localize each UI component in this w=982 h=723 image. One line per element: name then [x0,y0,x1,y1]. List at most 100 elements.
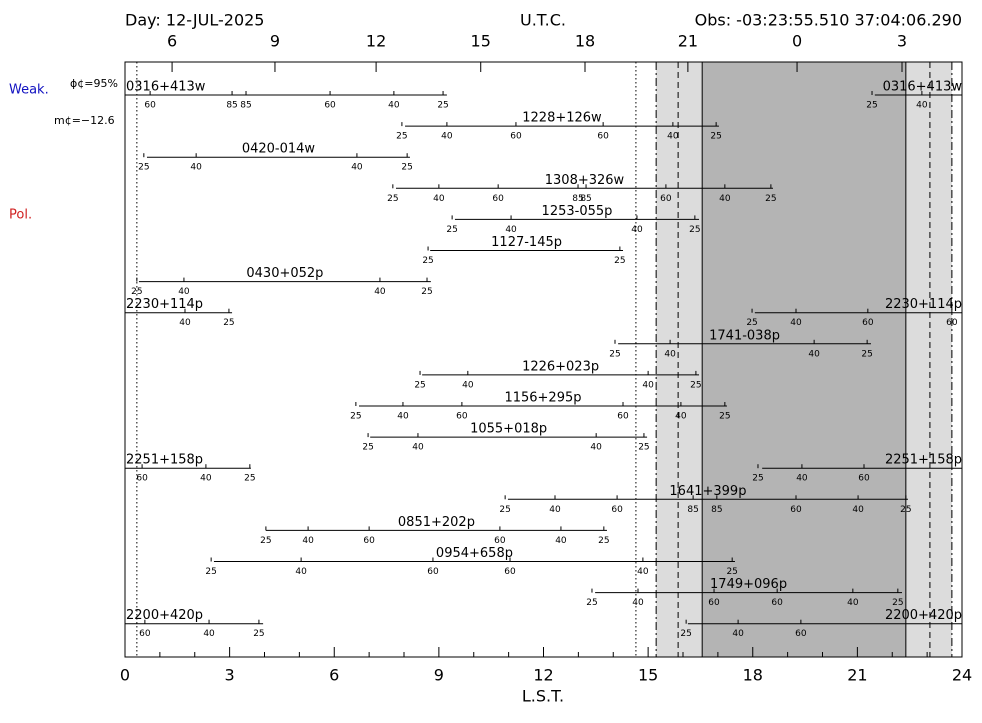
x-tick-label: 6 [329,666,339,685]
elevation-label: 25 [205,567,216,577]
elevation-label: 40 [808,349,820,359]
day-label: Day: 12-JUL-2025 [125,11,264,30]
elevation-label: 60 [790,505,802,515]
elevation-label: 60 [597,132,609,142]
elevation-label: 40 [462,380,474,390]
utc-tick-label: 6 [167,32,177,51]
elevation-label: 60 [136,474,148,484]
elevation-label: 25 [414,380,425,390]
elevation-label: 85 [240,101,251,111]
elevation-label: 85 [572,194,583,204]
utc-tick-label: 3 [897,32,907,51]
elevation-label: 60 [492,194,504,204]
elevation-label: 40 [388,101,400,111]
elevation-label: 40 [302,536,314,546]
elevation-label: 25 [446,225,457,235]
elevation-label: 25 [726,567,737,577]
elevation-label: 40 [667,132,679,142]
source-name: 2230+114p [126,297,203,312]
elevation-label: 25 [861,349,872,359]
elevation-label: 25 [689,225,700,235]
x-tick-label: 24 [952,666,972,685]
x-tick-label: 3 [225,666,235,685]
elevation-label: 25 [437,101,448,111]
source-name: 1127-145p [491,235,562,250]
elevation-label: 40 [351,163,363,173]
elevation-label: 40 [200,474,212,484]
elevation-label: 25 [138,163,149,173]
source-name: 0851+202p [398,515,475,530]
elevation-label: 25 [866,101,877,111]
elevation-label: 40 [637,567,649,577]
elevation-label: 60 [139,629,151,639]
source-name: 0316+413w [883,80,963,95]
utc-tick-label: 15 [471,32,491,51]
elevation-label: 40 [178,287,190,297]
x-tick-label: 0 [120,666,130,685]
elevation-label: 25 [746,318,757,328]
elevation-label: 60 [363,536,375,546]
elevation-label: 40 [796,474,808,484]
x-tick-label: 21 [847,666,867,685]
source-name: 1741-038p [709,328,780,343]
elevation-label: 25 [614,256,625,266]
source-name: 1749+096p [710,577,787,592]
elevation-label: 85 [580,194,591,204]
elevation-label: 40 [732,629,744,639]
elevation-label: 40 [295,567,307,577]
elevation-label: 60 [144,101,156,111]
elevation-label: 40 [441,132,453,142]
elevation-label: 40 [852,505,864,515]
obs-label: Obs: -03:23:55.510 37:04:06.290 [695,11,962,30]
elevation-label: 25 [422,256,433,266]
elevation-label: 25 [244,474,255,484]
elevation-label: 25 [131,287,142,297]
source-name: 1055+018p [470,422,547,437]
elevation-label: 40 [397,412,409,422]
elevation-label: 25 [499,505,510,515]
elevation-label: 60 [795,629,807,639]
elevation-label: 40 [203,629,215,639]
source-name: 2251+158p [126,453,203,468]
elevation-label: 40 [916,101,928,111]
source-name: 1641+399p [669,484,746,499]
elevation-label: 25 [680,629,691,639]
utc-tick-label: 12 [366,32,386,51]
elevation-label: 40 [664,349,676,359]
elevation-label: 85 [711,505,722,515]
elevation-label: 60 [862,318,874,328]
elevation-label: 60 [771,598,783,608]
source-name: 1228+126w [522,111,602,126]
utc-tick-label: 18 [575,32,595,51]
source-name: 0420-014w [242,142,316,157]
elevation-label: 40 [433,194,445,204]
source-name: 0430+052p [246,266,323,281]
elevation-label: 60 [858,474,870,484]
source-name: 2200+420p [126,608,203,623]
source-name: 0954+658p [436,546,513,561]
pol-label: Pol. [9,208,32,223]
source-name: 2230+114p [885,297,962,312]
elevation-label: 40 [642,380,654,390]
elevation-label: 40 [505,225,517,235]
source-name: 1156+295p [504,391,581,406]
elevation-label: 25 [260,536,271,546]
x-axis-label: L.S.T. [522,687,564,706]
elevation-label: 40 [549,505,561,515]
elevation-label: 85 [687,505,698,515]
source-name: 1253-055p [542,204,613,219]
twilight-band [905,62,952,657]
source-name: 2251+158p [885,453,962,468]
elevation-label: 60 [660,194,672,204]
utc-tick-label: 0 [792,32,802,51]
source-name: 1226+023p [522,359,599,374]
elevation-label: 25 [690,380,701,390]
twilight-band [656,62,703,657]
elevation-label: 40 [190,163,202,173]
elevation-label: 25 [396,132,407,142]
x-tick-label: 12 [533,666,553,685]
elevation-label: 25 [362,443,373,453]
elevation-label: 60 [456,412,468,422]
elevation-label: 25 [752,474,763,484]
